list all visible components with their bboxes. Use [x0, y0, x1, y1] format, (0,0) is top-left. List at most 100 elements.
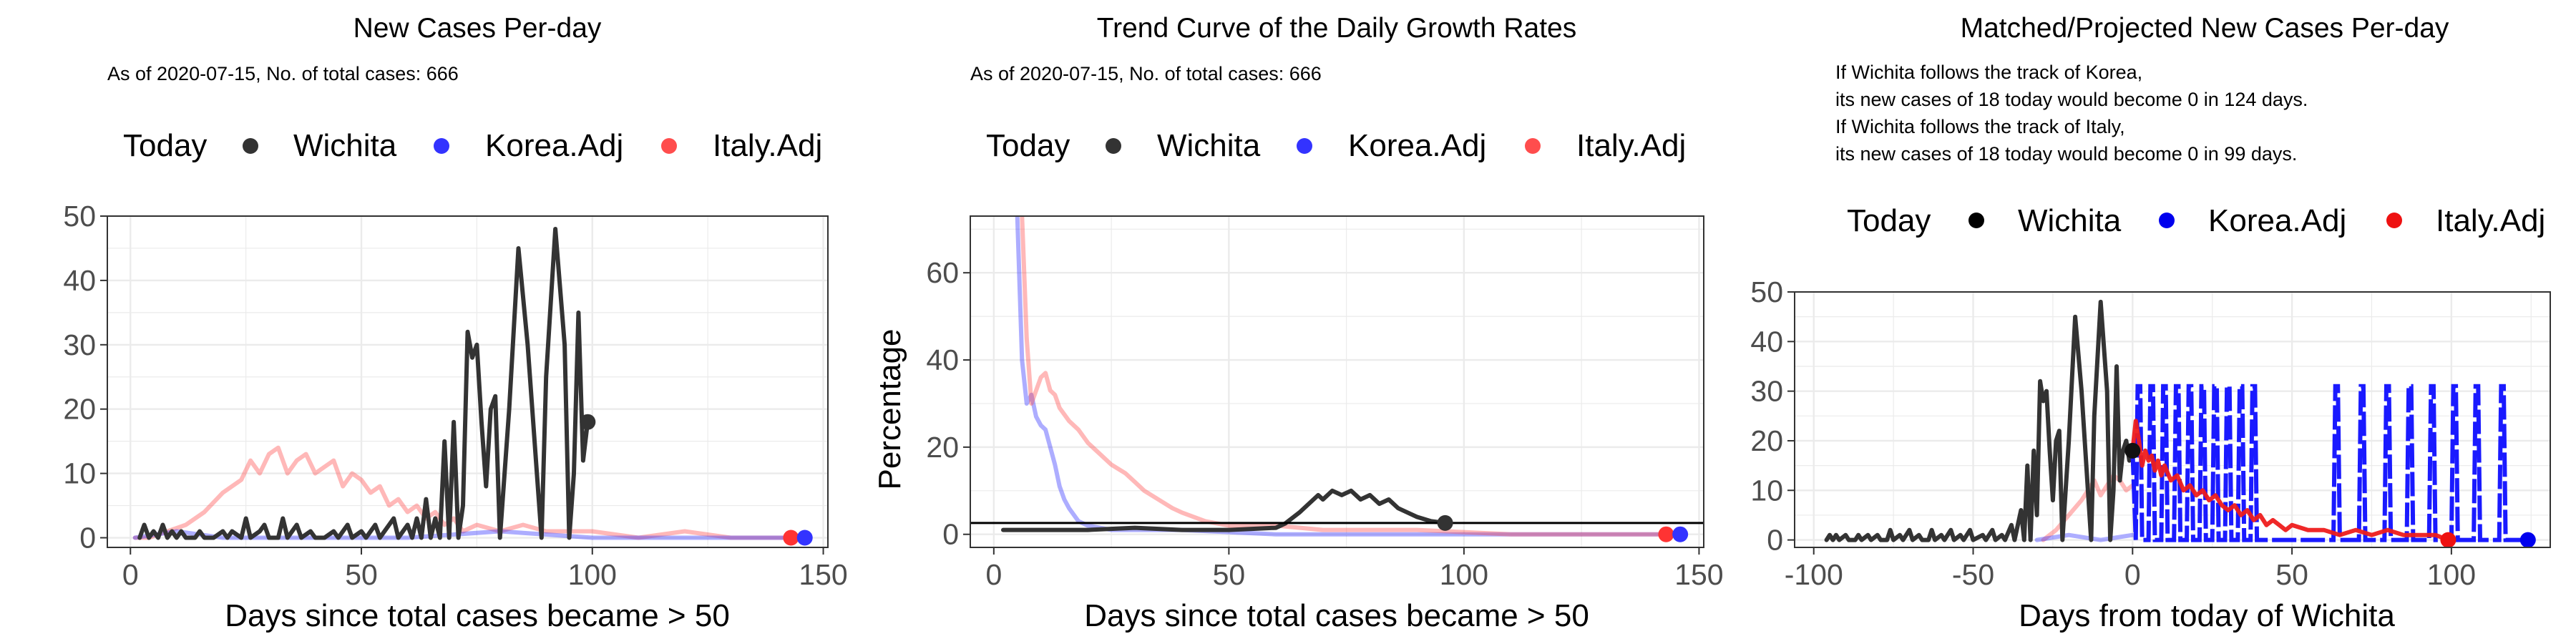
y-tick-label: 0	[942, 518, 959, 551]
series-line-italy-adj	[132, 445, 794, 540]
x-tick-label: -50	[1952, 558, 1994, 591]
x-tick-label: 150	[799, 558, 847, 591]
today-point-italy-adj	[783, 530, 799, 546]
legend-label-italy: Italy.Adj	[1576, 128, 1686, 163]
legend-label-wichita: Wichita	[2018, 203, 2122, 238]
y-tick-label: 50	[1750, 275, 1783, 308]
chart-subtitle: As of 2020-07-15, No. of total cases: 66…	[107, 63, 459, 84]
axis-ticks: 0 50 100 150 0 10 20 30 40 50	[63, 200, 847, 591]
today-point-wichita	[580, 414, 596, 430]
series-line-italy-adj-projected	[2130, 419, 2451, 542]
plot-border	[970, 215, 1704, 548]
y-tick-label: 40	[63, 264, 96, 297]
y-tick-label: 20	[926, 431, 959, 464]
legend-marker-korea	[434, 138, 449, 154]
legend-marker-italy	[1525, 138, 1541, 154]
x-tick-label: 50	[2275, 558, 2308, 591]
x-axis-label: Days from today of Wichita	[2019, 598, 2395, 633]
series-line-wichita	[1824, 299, 2135, 542]
legend-marker-italy	[661, 138, 677, 154]
legend-label-korea: Korea.Adj	[1348, 128, 1486, 163]
legend: Today Wichita Korea.Adj Italy.Adj	[986, 128, 1686, 163]
chart-subtitle-line: its new cases of 18 today would become 0…	[1835, 143, 2297, 165]
y-tick-label: 50	[63, 200, 96, 233]
chart-subtitle-line: If Wichita follows the track of Italy,	[1835, 116, 2125, 137]
legend-label-wichita: Wichita	[293, 128, 397, 163]
chart-panel-growth-rates: Trend Curve of the Daily Growth Rates As…	[872, 13, 1724, 633]
plot-border	[1794, 291, 2551, 548]
plot-grid	[970, 216, 1704, 547]
x-tick-label: 0	[2124, 558, 2141, 591]
y-tick-label: 30	[63, 328, 96, 361]
x-tick-label: 50	[345, 558, 378, 591]
x-tick-label: 0	[985, 558, 1002, 591]
x-axis-label: Days since total cases became > 50	[225, 598, 730, 633]
y-tick-label: 0	[79, 522, 96, 555]
legend-label-italy: Italy.Adj	[2436, 203, 2545, 238]
today-point-italy-adj	[1658, 526, 1674, 542]
plot-series	[1001, 216, 1683, 537]
today-markers	[2124, 442, 2536, 548]
today-point-korea-adj	[2519, 532, 2536, 548]
x-axis-label: Days since total cases became > 50	[1084, 598, 1589, 633]
x-tick-label: 100	[1440, 558, 1488, 591]
x-tick-label: -100	[1785, 558, 1843, 591]
legend-label-korea: Korea.Adj	[2208, 203, 2346, 238]
legend-title: Today	[123, 128, 207, 163]
legend-marker-korea	[2159, 213, 2175, 228]
series-line-korea-adj-matched	[2034, 532, 2135, 542]
today-point-korea-adj	[796, 530, 813, 546]
legend-label-wichita: Wichita	[1157, 128, 1261, 163]
chart-subtitle-line: its new cases of 18 today would become 0…	[1835, 89, 2308, 110]
y-tick-label: 40	[926, 343, 959, 376]
series-line-korea-adj	[132, 529, 807, 540]
x-tick-label: 0	[122, 558, 139, 591]
legend-marker-korea	[1297, 138, 1312, 154]
y-tick-label: 0	[1767, 524, 1783, 557]
legend-label-italy: Italy.Adj	[713, 128, 822, 163]
y-tick-label: 20	[63, 393, 96, 426]
series-line-italy-adj	[1020, 216, 1669, 537]
x-tick-label: 150	[1674, 558, 1723, 591]
y-axis-label: Percentage	[872, 328, 907, 489]
x-tick-label: 50	[1213, 558, 1246, 591]
plot-grid	[107, 215, 828, 547]
plot-series	[132, 227, 807, 540]
legend-marker-italy	[2386, 213, 2402, 228]
y-tick-label: 40	[1750, 325, 1783, 358]
y-tick-label: 10	[1750, 474, 1783, 507]
chart-panel-new-cases: New Cases Per-day As of 2020-07-15, No. …	[63, 13, 847, 633]
chart-title: Trend Curve of the Daily Growth Rates	[1097, 13, 1576, 44]
axis-ticks: 0 50 100 150 0 20 40 60	[926, 256, 1723, 591]
legend-marker-wichita	[1106, 138, 1121, 154]
y-tick-label: 30	[1750, 375, 1783, 408]
plot-border	[107, 215, 829, 548]
series-line-wichita	[1001, 488, 1448, 532]
legend: Today Wichita Korea.Adj Italy.Adj	[1847, 203, 2545, 238]
chart-subtitle-line: If Wichita follows the track of Korea,	[1835, 62, 2142, 83]
y-tick-label: 10	[63, 457, 96, 490]
x-tick-label: 100	[568, 558, 617, 591]
y-tick-label: 60	[926, 256, 959, 289]
legend-marker-wichita	[1968, 213, 1984, 228]
x-tick-label: 100	[2427, 558, 2476, 591]
chart-title: Matched/Projected New Cases Per-day	[1961, 13, 2449, 44]
y-tick-label: 20	[1750, 424, 1783, 457]
today-point-korea-adj	[1672, 526, 1689, 542]
legend-title: Today	[986, 128, 1070, 163]
legend-label-korea: Korea.Adj	[485, 128, 623, 163]
today-markers	[1437, 514, 1689, 542]
chart-subtitle: As of 2020-07-15, No. of total cases: 66…	[970, 63, 1322, 84]
series-line-wichita	[137, 227, 590, 540]
today-point-wichita	[1437, 514, 1453, 531]
chart-title: New Cases Per-day	[353, 13, 602, 44]
axis-ticks: -100 -50 0 50 100 0 10 20 30 40 50	[1750, 275, 2476, 591]
legend-marker-wichita	[243, 138, 258, 154]
legend: Today Wichita Korea.Adj Italy.Adj	[123, 128, 822, 163]
legend-title: Today	[1847, 203, 1931, 238]
today-point-italy-adj	[2440, 532, 2457, 548]
today-markers	[580, 414, 813, 546]
today-point-wichita	[2124, 442, 2141, 459]
chart-panel-projected-cases: Matched/Projected New Cases Per-day If W…	[1750, 13, 2551, 633]
